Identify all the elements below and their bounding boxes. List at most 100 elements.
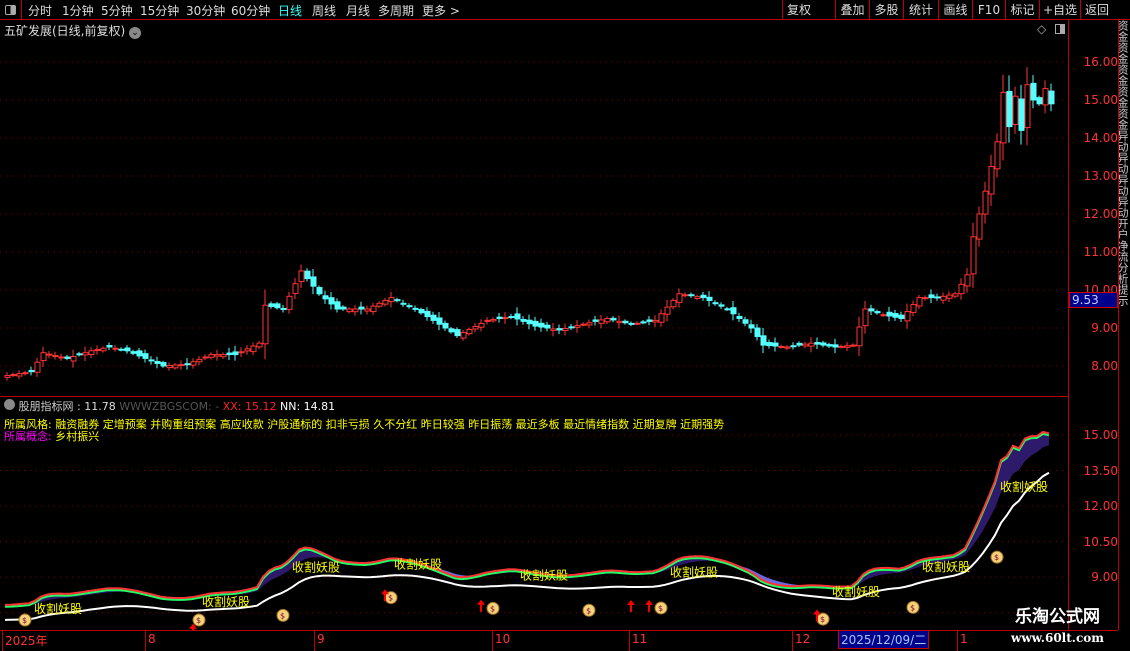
toolbar-button[interactable]: 叠加 <box>835 0 869 20</box>
candle-down <box>454 329 461 337</box>
candle-down <box>730 307 737 315</box>
indicator-green-line <box>4 432 1050 608</box>
toolbar-button[interactable]: F10 <box>972 0 1005 20</box>
candle-down <box>934 296 941 299</box>
candle-up <box>484 319 491 322</box>
indicator-value: : 11.78 <box>77 400 116 413</box>
signal-label: 收割妖股 <box>520 567 568 582</box>
candle-down <box>418 308 425 314</box>
panel-toggle-icon[interactable] <box>1055 24 1065 34</box>
candle-up <box>478 322 485 328</box>
period-tab[interactable]: 60分钟 <box>231 4 271 18</box>
candle-down <box>532 320 539 327</box>
date-label: 8 <box>148 632 156 646</box>
candle-up <box>664 306 671 315</box>
date-axis[interactable]: 2025年 8 9 10 11 12 1 <box>0 630 1118 651</box>
indicator-menu-icon[interactable] <box>4 399 15 410</box>
price-tick: 16.00 <box>1083 55 1118 69</box>
candle-up <box>946 294 953 299</box>
candle-up <box>286 295 293 310</box>
candle-up <box>982 190 989 215</box>
candle-down <box>736 315 743 319</box>
money-bag-symbol: $ <box>490 604 495 613</box>
concept-list: 乡村振兴 <box>55 430 100 443</box>
candle-up <box>22 372 29 375</box>
indicator-header: 股朋指标网 : 11.78 WWWZBGSCOM: - XX: 15.12 NN… <box>4 398 724 443</box>
price-tick: 13.00 <box>1083 169 1118 183</box>
signal-label: 收割妖股 <box>670 564 718 579</box>
up-arrow-icon <box>381 589 389 602</box>
candle-up <box>952 293 959 297</box>
toolbar-button[interactable]: 画线 <box>938 0 972 20</box>
style-label: 所属风格: <box>4 418 52 431</box>
toolbar-button[interactable]: 返回 <box>1080 0 1113 20</box>
period-tab[interactable]: 1分钟 <box>62 4 94 18</box>
candle-up <box>916 297 923 307</box>
candle-up <box>292 283 299 295</box>
candle-down <box>130 351 137 354</box>
candle-down <box>514 313 521 320</box>
money-bag-symbol: $ <box>994 553 999 562</box>
money-bag-icon <box>654 601 668 615</box>
toolbar-button[interactable]: 标记 <box>1005 0 1039 20</box>
money-bag-symbol: $ <box>658 604 663 613</box>
period-tab[interactable]: 5分钟 <box>101 4 133 18</box>
toolbar-button[interactable]: 统计 <box>903 0 938 20</box>
watermark-logo: 乐淘公式网 <box>1015 607 1100 627</box>
date-label: 12 <box>795 632 811 646</box>
period-tab[interactable]: 30分钟 <box>186 4 226 18</box>
candle-up <box>1024 84 1031 129</box>
candle-down <box>1018 98 1025 131</box>
period-tab[interactable]: 日线 <box>278 4 303 18</box>
panel-divider[interactable] <box>0 396 1068 397</box>
candle-down <box>610 317 617 321</box>
candle-up <box>172 364 179 369</box>
candle-up <box>244 348 251 352</box>
right-info-strip[interactable]: 资金资金资金资金资金异动异动异动异动开户净流分析提示 <box>1118 20 1130 630</box>
candle-up <box>376 302 383 307</box>
price-axis-line <box>1068 20 1069 630</box>
candle-up <box>1000 91 1007 144</box>
candle-down <box>64 356 71 359</box>
toolbar-button[interactable]: 复权 <box>782 0 815 20</box>
indicator-name[interactable]: 股朋指标网 <box>18 400 74 413</box>
period-toolbar: 分时 1分钟 5分钟 15分钟 30分钟 60分钟 日线 周线 月线 多周期 更多 > 复权 叠加 多股… <box>0 0 1130 20</box>
sidebar-toggle-button[interactable] <box>0 0 22 20</box>
chart-title[interactable]: 五矿发展(日线,前复权) ⌄ <box>4 22 142 39</box>
period-tab[interactable]: 周线 <box>312 4 337 18</box>
period-tab[interactable]: 月线 <box>346 4 371 18</box>
candle-up <box>784 346 791 349</box>
money-bag-symbol: $ <box>910 603 915 612</box>
period-tab[interactable]: 15分钟 <box>140 4 180 18</box>
price-tick: 11.00 <box>1083 245 1118 259</box>
signal-label: 收割妖股 <box>202 594 250 609</box>
candle-down <box>124 347 131 352</box>
toolbar-button[interactable]: +自选 <box>1039 0 1080 20</box>
money-bag-symbol: $ <box>586 606 591 615</box>
date-label: 1 <box>960 632 968 646</box>
candle-up <box>490 318 497 322</box>
candle-up <box>16 373 23 377</box>
signal-label: 收割妖股 <box>394 557 442 572</box>
chevron-down-icon[interactable]: ⌄ <box>129 27 142 39</box>
candle-up <box>40 352 47 362</box>
period-tab[interactable]: 更多 > <box>422 4 460 18</box>
watermark-url: www.60lt.com <box>1011 631 1104 645</box>
candle-up <box>220 354 227 358</box>
candle-up <box>238 351 245 354</box>
indicator-band-lower <box>5 445 1049 607</box>
candle-down <box>1030 82 1037 101</box>
indicator-tick: 12.00 <box>1083 499 1118 514</box>
price-tick: 9.00 <box>1091 321 1118 335</box>
diamond-icon[interactable]: ◇ <box>1037 22 1047 36</box>
toolbar-button[interactable]: 多股 <box>869 0 903 20</box>
period-tab[interactable]: 分时 <box>28 4 53 18</box>
money-bag-symbol: $ <box>196 616 201 625</box>
signal-label: 收割妖股 <box>922 559 970 574</box>
candle-down <box>628 322 635 325</box>
candle-down <box>592 319 599 322</box>
period-tab[interactable]: 多周期 <box>378 4 415 18</box>
candle-up <box>82 352 89 356</box>
candle-down <box>556 328 563 331</box>
